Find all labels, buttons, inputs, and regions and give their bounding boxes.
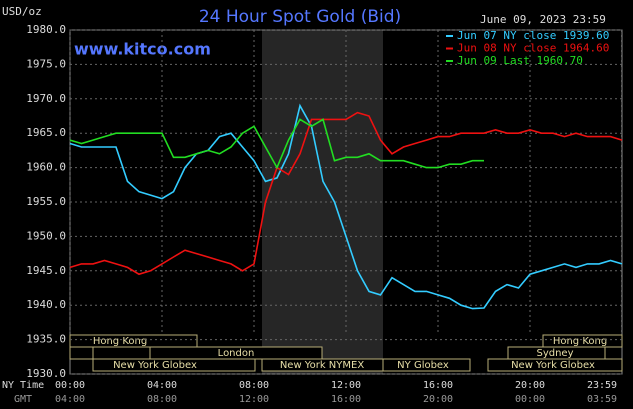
session-label: New York Globex <box>113 360 197 371</box>
gmt-tick-label: 08:00 <box>147 394 177 405</box>
gmt-tick-label: 00:00 <box>515 394 545 405</box>
y-tick-label: 1940.0 <box>26 298 66 311</box>
gmt-tick-label: 04:00 <box>55 394 85 405</box>
session-box <box>487 358 623 372</box>
session-label: NY Globex <box>397 360 449 371</box>
x-tick-label: 12:00 <box>331 380 361 391</box>
x-tick-label: 00:00 <box>55 380 85 391</box>
session-box <box>69 334 198 348</box>
series-line <box>69 118 484 170</box>
chart-title: 24 Hour Spot Gold (Bid) <box>199 7 401 27</box>
gmt-tick-label: 12:00 <box>239 394 269 405</box>
x-tick-label: 04:00 <box>147 380 177 391</box>
gmt-tick-label: 03:59 <box>587 394 617 405</box>
session-box <box>382 358 471 372</box>
timestamp: June 09, 2023 23:59 <box>480 13 606 26</box>
session-label: New York Globex <box>511 360 595 371</box>
session-label: Hong Kong <box>93 336 147 347</box>
x-tick-label: 08:00 <box>239 380 269 391</box>
x-tick-label: 23:59 <box>587 380 617 391</box>
y-tick-label: 1970.0 <box>26 92 66 105</box>
session-box <box>69 346 94 360</box>
y-tick-label: 1945.0 <box>26 264 66 277</box>
session-box <box>92 358 256 372</box>
row-label: NY Time <box>2 380 44 391</box>
gmt-tick-label: 16:00 <box>331 394 361 405</box>
nymex-shading <box>262 30 383 374</box>
y-tick-label: 1955.0 <box>26 195 66 208</box>
legend-label: Jun 07 NY close 1939.60 <box>457 29 609 42</box>
sessions: Hong Kong London New York Globex New Yor… <box>69 334 623 372</box>
y-tick-label: 1980.0 <box>26 23 66 36</box>
session-label: Sydney <box>536 348 573 359</box>
x-tick-label: 16:00 <box>423 380 453 391</box>
y-tick-label: 1965.0 <box>26 126 66 139</box>
session-label: London <box>218 348 255 359</box>
x-tick-label: 20:00 <box>515 380 545 391</box>
y-tick-label: 1935.0 <box>26 333 66 346</box>
series-line <box>69 103 623 310</box>
y-tick-label: 1975.0 <box>26 57 66 70</box>
y-unit: USD/oz <box>2 5 42 18</box>
legend-label: Jun 08 NY close 1964.60 <box>457 42 609 55</box>
y-tick-label: 1930.0 <box>26 367 66 380</box>
gmt-tick-label: 20:00 <box>423 394 453 405</box>
website: www.kitco.com <box>74 40 211 59</box>
legend-label: Jun 09 Last 1960.70 <box>457 54 583 67</box>
session-label: New York NYMEX <box>280 360 365 371</box>
row-label: GMT <box>14 394 32 405</box>
series-line <box>69 111 623 276</box>
session-label: Hong Kong <box>553 336 607 347</box>
y-tick-label: 1960.0 <box>26 161 66 174</box>
y-tick-label: 1950.0 <box>26 229 66 242</box>
